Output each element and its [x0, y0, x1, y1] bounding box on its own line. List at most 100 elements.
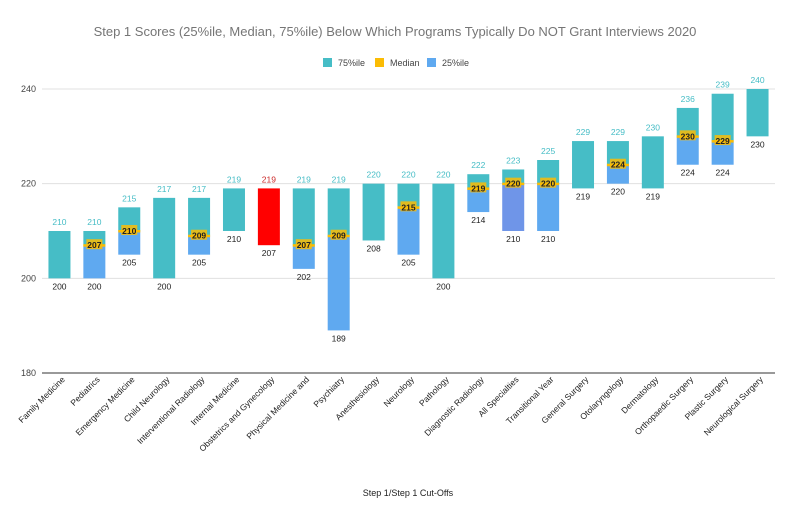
bar-25 — [467, 188, 490, 213]
label-25: 205 — [192, 258, 206, 268]
y-axis-ticks: 180 200 220 240 — [21, 84, 36, 378]
label-75: 210 — [87, 217, 101, 227]
label-75: 236 — [681, 94, 695, 104]
label-median: 220 — [541, 179, 555, 189]
label-25: 200 — [87, 281, 101, 291]
bar-25 — [606, 164, 629, 184]
y-tick-label: 220 — [21, 179, 36, 189]
legend-swatch-75 — [323, 58, 332, 67]
bar-75 — [676, 107, 699, 137]
bar-75 — [641, 136, 664, 189]
label-25: 219 — [646, 191, 660, 201]
bar-75 — [572, 141, 595, 189]
bar-75 — [48, 231, 71, 279]
label-75: 225 — [541, 146, 555, 156]
label-75: 240 — [750, 75, 764, 85]
label-75: 219 — [332, 174, 346, 184]
category-label: Pediatrics — [68, 374, 101, 407]
label-75: 219 — [297, 174, 311, 184]
bar-25 — [327, 235, 350, 331]
median-label-bg — [609, 158, 626, 169]
label-25: 205 — [401, 258, 415, 268]
legend-label-25: 25%ile — [442, 58, 469, 68]
legend-label-median: Median — [390, 58, 420, 68]
category-label: Interventional Radiology — [135, 374, 207, 446]
label-25: 210 — [541, 234, 555, 244]
label-25: 200 — [157, 281, 171, 291]
bar-75 — [362, 183, 385, 241]
bar-75 — [292, 188, 315, 246]
label-75: 210 — [52, 217, 66, 227]
data-labels: 210 200 210 200 207 215 205 210 217 200 217 205 209 2… — [52, 75, 765, 343]
bar-highlight — [257, 188, 280, 246]
bar-75 — [222, 188, 245, 231]
label-75: 217 — [157, 184, 171, 194]
bar-75 — [188, 197, 211, 236]
label-25: 208 — [367, 243, 381, 253]
category-label: Neurology — [381, 374, 416, 409]
bar-75 — [711, 93, 734, 142]
label-25: 200 — [436, 281, 450, 291]
label-25: 214 — [471, 215, 485, 225]
median-label-bg — [714, 135, 731, 146]
label-25: 210 — [506, 234, 520, 244]
label-25: 205 — [122, 258, 136, 268]
label-median: 230 — [681, 131, 695, 141]
label-25: 202 — [297, 272, 311, 282]
category-label: Emergency Medicine — [73, 374, 136, 437]
label-median: 209 — [192, 231, 206, 241]
median-label-bg — [470, 182, 487, 193]
label-75: 230 — [646, 122, 660, 132]
legend-swatch-25 — [427, 58, 436, 67]
label-median: 229 — [716, 136, 730, 146]
median-label-bg — [191, 229, 208, 240]
label-25: 200 — [52, 281, 66, 291]
label-median: 207 — [87, 240, 101, 250]
label-75: 239 — [716, 80, 730, 90]
label-25: 224 — [716, 168, 730, 178]
label-25: 210 — [227, 234, 241, 244]
median-label-bg — [86, 239, 103, 250]
bar-25 — [711, 141, 734, 165]
median-label-bg — [330, 229, 347, 240]
median-label-bg — [540, 177, 557, 188]
label-25: 189 — [332, 333, 346, 343]
category-label: Physical Medicine and — [244, 374, 311, 441]
label-75: 217 — [192, 184, 206, 194]
bar-25 — [537, 183, 560, 231]
median-label-bg — [121, 225, 138, 235]
label-median: 220 — [506, 179, 520, 189]
label-25: 219 — [576, 191, 590, 201]
label-75: 220 — [367, 170, 381, 180]
bar-25 — [83, 245, 106, 279]
category-label: Family Medicine — [16, 374, 67, 425]
y-tick-label: 200 — [21, 273, 36, 283]
label-75: 223 — [506, 155, 520, 165]
bar-25 — [118, 231, 141, 255]
median-label-bg — [679, 130, 696, 141]
label-75: 220 — [436, 170, 450, 180]
category-label: Diagnostic Radiology — [422, 374, 486, 438]
legend: 75%ile Median 25%ile — [323, 58, 469, 68]
x-axis-label: Step 1/Step 1 Cut-Offs — [363, 488, 454, 498]
bar-75 — [153, 197, 176, 279]
bar-25 — [397, 207, 420, 255]
category-label: Pathology — [417, 374, 451, 408]
bar-25 — [502, 183, 525, 231]
bar-25 — [188, 235, 211, 255]
bar-75 — [746, 89, 769, 137]
label-75: 219 — [227, 174, 241, 184]
label-median: 210 — [122, 226, 136, 236]
bar-25 — [676, 136, 699, 165]
chart-title: Step 1 Scores (25%ile, Median, 75%ile) B… — [94, 24, 697, 39]
bar-75 — [327, 188, 350, 236]
category-label: Orthopaedic Surgery — [633, 374, 696, 437]
label-75: 219 — [262, 174, 276, 184]
label-75: 215 — [122, 193, 136, 203]
bar-25 — [292, 245, 315, 269]
y-tick-label: 240 — [21, 84, 36, 94]
label-median: 209 — [332, 231, 346, 241]
label-25: 224 — [681, 168, 695, 178]
label-median: 207 — [297, 240, 311, 250]
